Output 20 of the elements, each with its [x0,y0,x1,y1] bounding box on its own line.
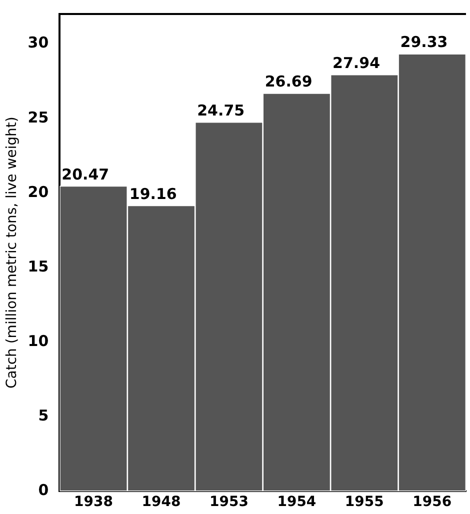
x-tick-label: 1955 [344,494,384,510]
y-tick-label: 30 [28,34,49,52]
x-tick-label: 1954 [277,494,316,510]
data-label: 29.33 [400,33,448,52]
y-tick-label: 0 [38,481,49,500]
x-tick-label: 1938 [74,494,114,510]
data-label: 20.47 [62,165,110,184]
y-tick-label: 5 [38,406,49,425]
data-label: 24.75 [197,102,245,120]
x-tick-label: 1956 [412,494,452,510]
y-tick-label: 20 [28,182,49,201]
data-label: 26.69 [264,72,312,91]
data-label: 19.16 [129,184,177,203]
x-tick-label: 1953 [209,494,248,510]
x-tick-label: 1948 [142,494,181,510]
y-tick-label: 15 [28,257,49,276]
data-label: 27.94 [332,54,380,72]
y-axis-title: Catch (million metric tons, live weight) [4,116,20,389]
y-tick-label: 25 [28,108,49,126]
y-tick-label: 10 [28,332,49,350]
